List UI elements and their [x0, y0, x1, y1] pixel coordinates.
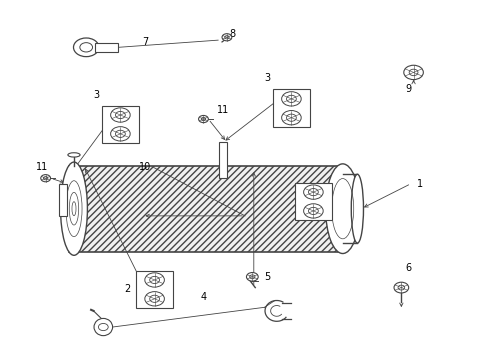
Bar: [136, 271, 173, 308]
Circle shape: [116, 111, 125, 118]
Circle shape: [404, 65, 423, 80]
Bar: [69, 166, 343, 252]
Circle shape: [74, 38, 99, 57]
Circle shape: [282, 92, 301, 106]
Circle shape: [304, 185, 323, 199]
Text: 2: 2: [124, 284, 131, 294]
Text: 11: 11: [36, 162, 49, 172]
Circle shape: [409, 69, 418, 76]
Circle shape: [246, 273, 258, 281]
Bar: [59, 184, 67, 216]
Circle shape: [111, 108, 130, 122]
Ellipse shape: [61, 162, 87, 255]
Circle shape: [44, 177, 48, 180]
Circle shape: [304, 204, 323, 218]
Circle shape: [116, 130, 125, 138]
Text: 3: 3: [93, 90, 99, 100]
Text: 9: 9: [406, 84, 412, 94]
Ellipse shape: [351, 174, 364, 243]
Text: 2: 2: [337, 197, 343, 207]
Circle shape: [225, 36, 229, 39]
Circle shape: [394, 282, 409, 293]
Bar: [295, 183, 332, 220]
Circle shape: [250, 275, 255, 279]
Circle shape: [282, 111, 301, 125]
Text: 4: 4: [200, 292, 206, 302]
Text: 6: 6: [406, 263, 412, 273]
Ellipse shape: [326, 164, 360, 253]
Text: 1: 1: [417, 179, 423, 189]
Circle shape: [287, 114, 296, 121]
Bar: [219, 142, 227, 178]
Bar: [95, 43, 119, 51]
Text: 8: 8: [230, 29, 236, 39]
Circle shape: [145, 273, 164, 287]
Ellipse shape: [68, 153, 80, 157]
Text: 7: 7: [142, 37, 148, 47]
Text: 3: 3: [264, 73, 270, 83]
Ellipse shape: [94, 319, 113, 336]
Bar: [102, 105, 139, 143]
Circle shape: [198, 116, 208, 123]
Text: 5: 5: [264, 272, 270, 282]
Circle shape: [111, 127, 130, 141]
Circle shape: [222, 34, 232, 41]
Bar: [273, 89, 310, 127]
Circle shape: [309, 207, 318, 215]
Circle shape: [145, 292, 164, 306]
Text: 10: 10: [139, 162, 151, 172]
Circle shape: [150, 295, 159, 302]
Circle shape: [80, 42, 93, 52]
Circle shape: [150, 276, 159, 284]
Circle shape: [287, 95, 296, 103]
Circle shape: [98, 323, 108, 330]
Circle shape: [398, 285, 405, 290]
Circle shape: [309, 189, 318, 196]
Text: 11: 11: [217, 105, 229, 115]
Circle shape: [201, 117, 206, 121]
Circle shape: [41, 175, 50, 182]
